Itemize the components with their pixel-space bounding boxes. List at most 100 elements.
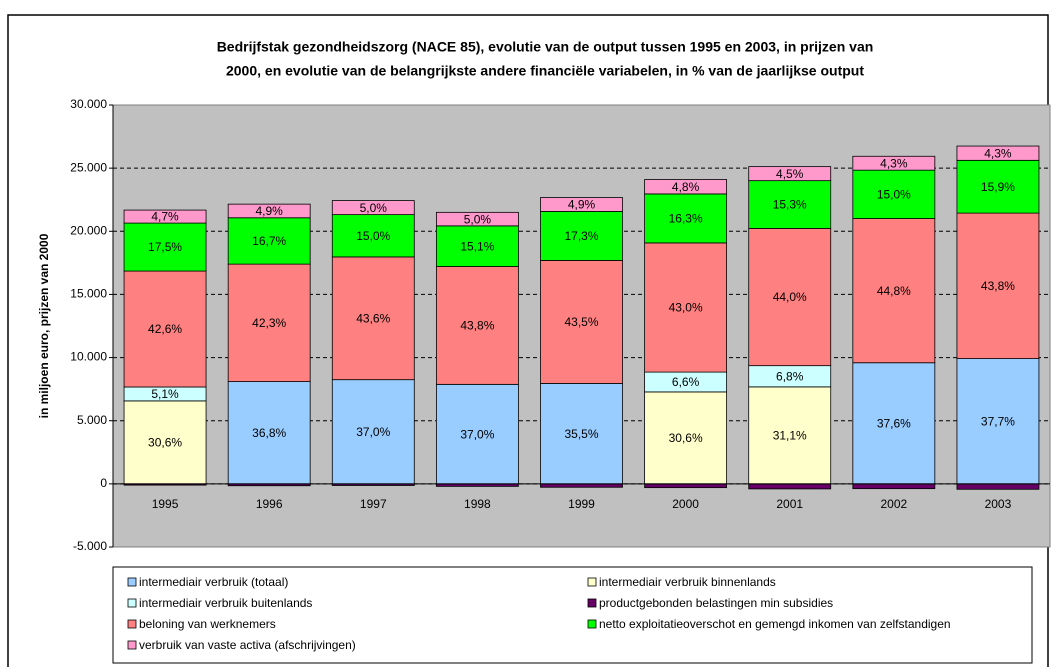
legend-label: beloning van werknemers [139, 617, 276, 631]
bar-segment [644, 193, 728, 244]
bar-segment [227, 263, 311, 382]
x-tick-label: 1999 [568, 497, 595, 511]
x-tick-label: 1997 [360, 497, 387, 511]
legend-swatch [127, 577, 137, 587]
bar-segment [227, 381, 311, 485]
chart-title: 2000, en evolutie van de belangrijkste a… [226, 63, 864, 79]
data-label: 36,8% [252, 426, 286, 440]
bar-segment [644, 179, 728, 195]
data-label: 15,3% [773, 198, 807, 212]
data-label: 15,0% [356, 229, 390, 243]
bar-segment [331, 256, 415, 381]
bar-segment [748, 166, 832, 182]
bar-segment [852, 169, 936, 219]
bar-segment [748, 483, 832, 490]
data-label: 17,3% [564, 229, 598, 243]
y-tick-label: 20.000 [70, 223, 107, 237]
bar-segment [540, 383, 623, 485]
legend-label: intermediair verbruik buitenlands [139, 596, 312, 610]
data-label: 37,0% [356, 425, 390, 439]
legend-label: productgebonden belastingen min subsidie… [599, 596, 833, 610]
legend-swatch [127, 598, 137, 608]
x-tick-label: 1995 [152, 497, 179, 511]
bar-segment [748, 180, 832, 229]
data-label: 4,8% [672, 180, 700, 194]
data-label: 43,5% [564, 315, 598, 329]
legend-swatch [587, 598, 597, 608]
legend-label: intermediair verbruik (totaal) [139, 575, 288, 589]
data-label: 6,6% [672, 375, 700, 389]
data-label: 43,8% [981, 279, 1015, 293]
bar-segment [956, 483, 1040, 490]
bar-segment [227, 217, 311, 265]
data-label: 35,5% [564, 427, 598, 441]
legend-label: intermediair verbruik binnenlands [599, 575, 776, 589]
legend-swatch [127, 619, 137, 629]
bar-segment [540, 211, 623, 261]
x-tick-label: 2001 [776, 497, 803, 511]
data-label: 30,6% [148, 436, 182, 450]
bar-segment [956, 145, 1040, 161]
bar-segment [852, 483, 936, 490]
data-label: 4,5% [776, 167, 804, 181]
y-tick-label: 30.000 [70, 97, 107, 111]
bar-segment [956, 358, 1040, 485]
data-label: 31,1% [773, 429, 807, 443]
x-tick-label: 1998 [464, 497, 491, 511]
data-label: 37,0% [460, 427, 494, 441]
data-label: 16,3% [669, 212, 703, 226]
data-label: 4,9% [568, 198, 596, 212]
legend-swatch [127, 640, 137, 650]
bar-segment [748, 227, 832, 367]
bar-segment [331, 200, 415, 216]
legend-label: verbruik van vaste activa (afschrijvinge… [139, 638, 356, 652]
legend-swatch [587, 619, 597, 629]
x-tick-label: 1996 [256, 497, 283, 511]
data-label: 42,6% [148, 322, 182, 336]
bar-segment [331, 214, 415, 258]
x-tick-label: 2002 [880, 497, 907, 511]
bar-segment [123, 222, 207, 272]
bar-segment [956, 212, 1040, 359]
data-label: 4,3% [984, 146, 1012, 160]
bar-segment [852, 362, 936, 485]
y-tick-label: 0 [100, 476, 107, 490]
data-label: 15,9% [981, 180, 1015, 194]
data-label: 44,0% [773, 290, 807, 304]
legend [112, 566, 1033, 664]
bar-segment [331, 379, 415, 485]
x-tick-label: 2003 [985, 497, 1012, 511]
bar-segment [435, 266, 519, 385]
bar-segment [123, 209, 207, 224]
bar-segment [852, 218, 936, 364]
data-label: 4,9% [255, 204, 283, 218]
data-label: 42,3% [252, 316, 286, 330]
bar-segment [644, 483, 728, 489]
data-label: 17,5% [148, 240, 182, 254]
chart-title: Bedrijfstak gezondheidszorg (NACE 85), e… [217, 39, 874, 55]
data-label: 4,3% [880, 156, 908, 170]
data-label: 43,8% [460, 319, 494, 333]
y-tick-label: 15.000 [70, 287, 107, 301]
data-label: 15,0% [877, 188, 911, 202]
y-axis-title: in miljoen euro, prijzen van 2000 [37, 233, 51, 418]
bar-segment [956, 159, 1040, 214]
y-tick-label: 5.000 [77, 413, 107, 427]
bar-segment [644, 391, 728, 485]
data-label: 30,6% [669, 431, 703, 445]
data-label: 5,0% [464, 212, 492, 226]
bar-segment [540, 260, 623, 384]
data-label: 43,0% [669, 301, 703, 315]
data-label: 4,7% [151, 210, 179, 224]
bar-segment [435, 211, 519, 227]
data-label: 37,6% [877, 416, 911, 430]
bar-segment [540, 197, 623, 212]
legend-swatch [587, 577, 597, 587]
data-label: 43,6% [356, 311, 390, 325]
data-label: 6,8% [776, 369, 804, 383]
data-label: 5,0% [360, 201, 388, 215]
data-label: 37,7% [981, 414, 1015, 428]
bar-segment [123, 270, 207, 388]
bar-segment [435, 383, 519, 485]
data-label: 15,1% [460, 239, 494, 253]
